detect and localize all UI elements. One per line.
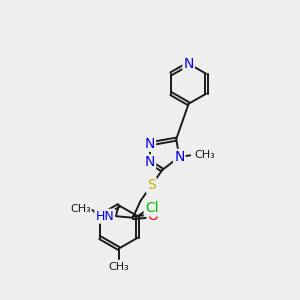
Text: CH₃: CH₃	[70, 204, 91, 214]
Text: O: O	[148, 209, 158, 223]
Text: Cl: Cl	[145, 202, 158, 215]
Text: N: N	[145, 155, 155, 169]
Text: CH₃: CH₃	[195, 150, 216, 160]
Text: N: N	[145, 137, 155, 151]
Text: CH₃: CH₃	[109, 262, 129, 272]
Text: HN: HN	[95, 210, 114, 223]
Text: N: N	[183, 57, 194, 71]
Text: N: N	[174, 150, 184, 164]
Text: S: S	[147, 178, 156, 192]
